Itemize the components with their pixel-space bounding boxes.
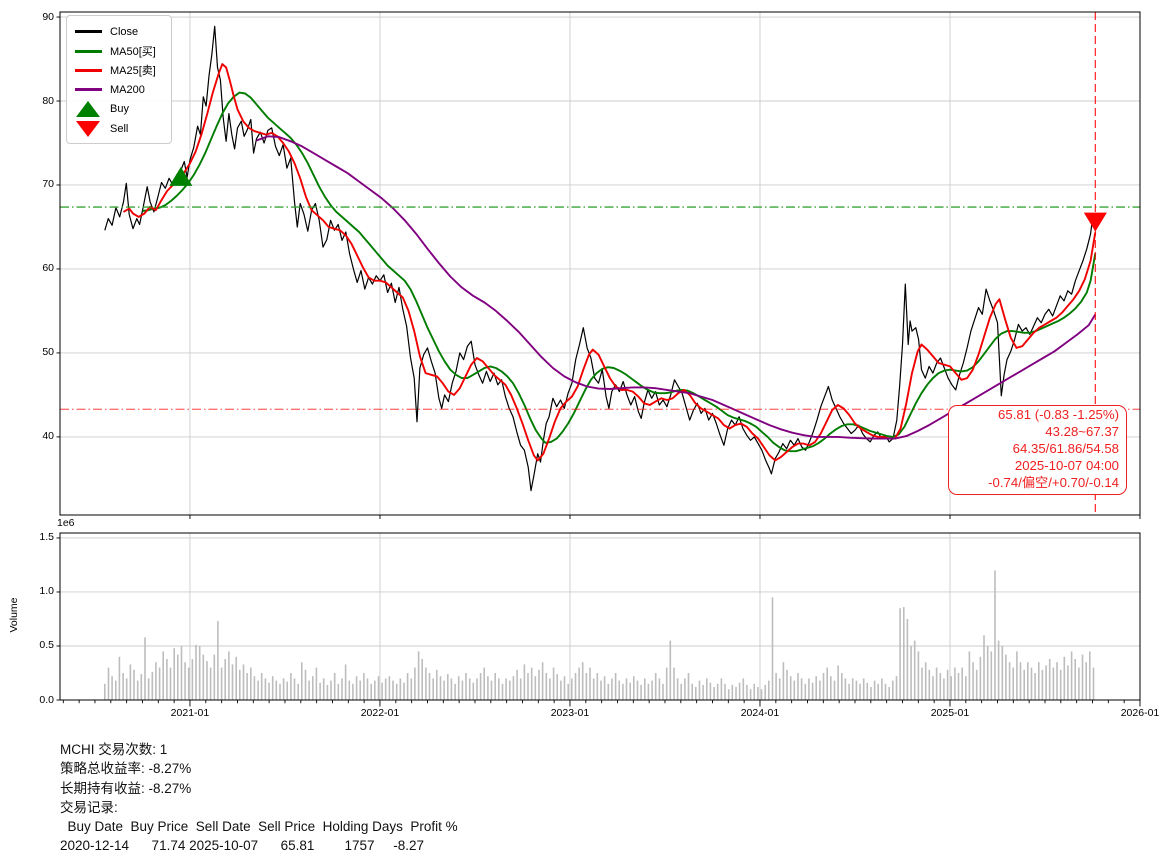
volume-y-tick-label: 1.5 bbox=[39, 531, 54, 544]
tick-marks bbox=[56, 16, 1141, 707]
x-tick-label: 2022-01 bbox=[360, 707, 400, 719]
summary-hold-return: 长期持有收益: -8.27% bbox=[60, 780, 192, 796]
volume-scale-offset: 1e6 bbox=[57, 517, 75, 529]
summary-records-title: 交易记录: bbox=[60, 799, 118, 815]
volume-bars bbox=[104, 570, 1095, 700]
x-tick-label: 2023-01 bbox=[550, 707, 590, 719]
summary-block: MCHI 交易次数: 1 策略总收益率: -8.27% 长期持有收益: -8.2… bbox=[60, 740, 458, 856]
legend-label: MA50[买] bbox=[110, 46, 156, 59]
legend-label: Sell bbox=[110, 122, 129, 135]
summary-strategy-return: 策略总收益率: -8.27% bbox=[60, 761, 192, 777]
legend-box: Close MA50[买] MA25[卖] MA200 Buy Sell bbox=[66, 15, 172, 145]
legend-item-ma50: MA50[买] bbox=[74, 41, 163, 60]
legend-item-ma25: MA25[卖] bbox=[74, 61, 163, 80]
price-y-tick-label: 80 bbox=[42, 94, 54, 107]
buy-marker-icon bbox=[169, 166, 193, 186]
series-MA50[买] bbox=[142, 91, 1097, 453]
price-panel-border bbox=[59, 11, 1141, 516]
legend-line-swatch bbox=[74, 68, 102, 72]
legend-label: MA200 bbox=[110, 83, 145, 96]
annotation-box: 65.81 (-0.83 -1.25%) 43.28~67.37 64.35/6… bbox=[948, 405, 1127, 495]
legend-item-close: Close bbox=[74, 22, 163, 41]
annotation-line-date: 2025-10-07 04:00 bbox=[1014, 457, 1119, 473]
price-y-tick-label: 90 bbox=[42, 10, 54, 23]
annotation-line-mas: 64.35/61.86/54.58 bbox=[1012, 440, 1119, 456]
x-tick-label: 2024-01 bbox=[740, 707, 780, 719]
series-Close bbox=[104, 25, 1096, 492]
price-y-tick-label: 40 bbox=[42, 430, 54, 443]
annotation-line-price: 65.81 (-0.83 -1.25%) bbox=[998, 407, 1119, 422]
volume-y-tick-label: 0.5 bbox=[39, 639, 54, 652]
series-MA200 bbox=[256, 135, 1097, 440]
legend-item-ma200: MA200 bbox=[74, 80, 163, 99]
legend-label: Close bbox=[110, 25, 139, 38]
annotation-line-range: 43.28~67.37 bbox=[1045, 423, 1119, 439]
price-y-tick-label: 50 bbox=[42, 346, 54, 359]
volume-y-tick-label: 0.0 bbox=[39, 693, 54, 706]
x-tick-label: 2026-01 bbox=[1120, 707, 1160, 719]
annotation-line-signal: -0.74/偏空/+0.70/-0.14 bbox=[988, 474, 1119, 490]
legend-label: MA25[卖] bbox=[110, 65, 156, 78]
trade-table-row: 2020-12-14 71.74 2025-10-07 65.81 1757 -… bbox=[60, 838, 424, 854]
trade-table-header: Buy Date Buy Price Sell Date Sell Price … bbox=[60, 819, 458, 835]
legend-item-buy: Buy bbox=[74, 100, 163, 119]
legend-line-swatch bbox=[74, 88, 102, 92]
price-y-tick-label: 60 bbox=[42, 262, 54, 275]
buy-triangle-icon bbox=[74, 101, 102, 118]
price-y-tick-label: 70 bbox=[42, 178, 54, 191]
x-tick-label: 2025-01 bbox=[930, 707, 970, 719]
summary-trades: MCHI 交易次数: 1 bbox=[60, 742, 168, 757]
volume-panel-border bbox=[59, 532, 1141, 701]
legend-line-swatch bbox=[74, 30, 102, 34]
x-tick-label: 2021-01 bbox=[170, 707, 210, 719]
volume-axis-label: Volume bbox=[8, 597, 20, 633]
volume-y-tick-label: 1.0 bbox=[39, 585, 54, 598]
legend-label: Buy bbox=[110, 103, 129, 116]
series-MA25[卖] bbox=[123, 63, 1097, 462]
sell-triangle-icon bbox=[74, 120, 102, 137]
price-series bbox=[104, 25, 1097, 492]
legend-item-sell: Sell bbox=[74, 119, 163, 138]
sell-marker-icon bbox=[1083, 212, 1107, 232]
legend-line-swatch bbox=[74, 49, 102, 53]
